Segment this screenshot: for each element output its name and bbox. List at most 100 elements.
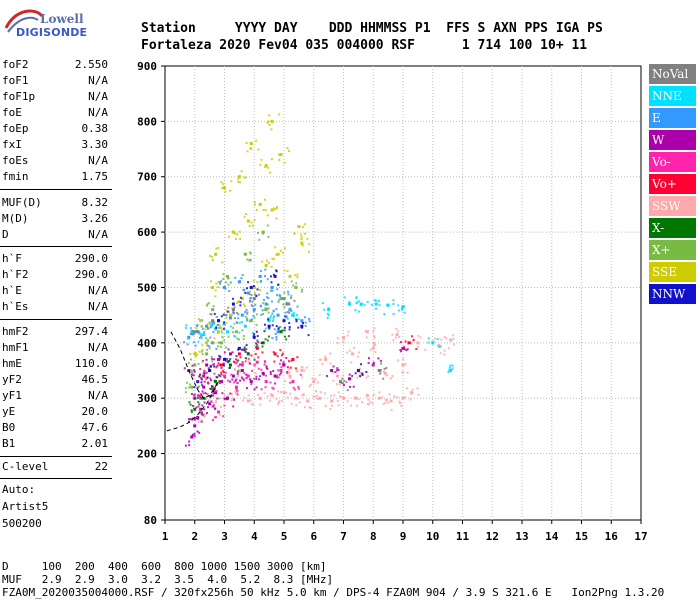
echo-pixel	[285, 357, 288, 360]
echo-pixel	[219, 282, 222, 285]
legend-item-e: E	[649, 108, 696, 128]
echo-pixel	[391, 333, 394, 336]
data-point-ssw	[359, 371, 363, 375]
echo-pixel	[190, 411, 193, 414]
echo-pixel	[381, 396, 384, 399]
echo-pixel	[209, 387, 212, 390]
echo-pixel	[264, 198, 267, 201]
echo-pixel	[255, 330, 258, 333]
echo-pixel	[297, 326, 300, 329]
echo-pixel	[390, 408, 393, 411]
echo-pixel	[236, 372, 239, 375]
echo-pixel	[295, 404, 298, 407]
data-point-nnw	[252, 335, 256, 339]
param-label: foEp	[2, 122, 29, 135]
echo-pixel	[415, 347, 418, 350]
echo-pixel	[406, 348, 409, 351]
echo-pixel	[209, 379, 212, 382]
data-point-nne	[374, 302, 378, 306]
echo-pixel	[237, 317, 240, 320]
data-point-ssw	[437, 344, 441, 348]
echo-pixel	[217, 341, 220, 344]
echo-pixel	[341, 377, 344, 380]
echo-pixel	[212, 392, 215, 395]
echo-pixel	[228, 367, 231, 370]
echo-pixel	[346, 389, 349, 392]
echo-pixel	[365, 370, 368, 373]
echo-pixel	[315, 390, 318, 393]
echo-pixel	[230, 393, 233, 396]
echo-pixel	[400, 307, 403, 310]
echo-pixel	[432, 340, 435, 343]
data-point-w	[273, 374, 277, 378]
echo-pixel	[309, 383, 312, 386]
echo-pixel	[365, 376, 368, 379]
echo-pixel	[275, 253, 278, 256]
echo-pixel	[229, 325, 232, 328]
echo-pixel	[197, 405, 200, 408]
echo-pixel	[253, 316, 256, 319]
echo-pixel	[217, 280, 220, 283]
echo-pixel	[231, 378, 234, 381]
data-point-ssw	[342, 396, 345, 400]
echo-pixel	[266, 292, 269, 295]
digisonde-logo-swoosh-icon	[4, 9, 44, 33]
echo-pixel	[269, 373, 272, 376]
echo-pixel	[245, 348, 248, 351]
data-point-vo	[217, 410, 221, 414]
echo-pixel	[397, 359, 400, 362]
echo-pixel	[297, 385, 300, 388]
echo-pixel	[253, 218, 256, 221]
data-point-vo	[234, 385, 238, 389]
echo-pixel	[253, 388, 256, 391]
echo-pixel	[227, 361, 230, 364]
x-tick-label: 4	[251, 530, 258, 543]
echo-pixel	[448, 368, 451, 371]
echo-pixel	[286, 370, 289, 373]
echo-pixel	[196, 397, 199, 400]
echo-pixel	[303, 369, 306, 372]
data-point-x	[261, 341, 265, 345]
echo-pixel	[201, 360, 204, 363]
echo-pixel	[214, 289, 217, 292]
echo-pixel	[296, 276, 299, 279]
data-point-x	[205, 352, 209, 356]
echo-pixel	[267, 166, 270, 169]
echo-pixel	[245, 141, 248, 144]
echo-pixel	[278, 373, 281, 376]
echo-pixel	[385, 366, 388, 369]
data-point-nnw	[223, 357, 226, 361]
echo-pixel	[251, 305, 254, 308]
data-point-sse	[264, 263, 268, 267]
legend-item-vo: Vo+	[649, 174, 696, 194]
echo-pixel	[275, 294, 278, 297]
x-tick-label: 15	[575, 530, 588, 543]
echo-pixel	[287, 290, 290, 293]
echo-pixel	[298, 401, 301, 404]
legend-item-sse: SSE	[649, 262, 696, 282]
echo-pixel	[280, 372, 283, 375]
echo-pixel	[241, 361, 244, 364]
echo-pixel	[220, 373, 223, 376]
param-row-d: D N/A	[2, 228, 110, 244]
data-point-x	[294, 285, 298, 289]
echo-pixel	[270, 128, 273, 131]
echo-pixel	[270, 300, 273, 303]
data-point-ssw	[365, 330, 369, 334]
echo-pixel	[244, 357, 247, 360]
param-row-foes: foEs N/A	[2, 154, 110, 170]
echo-pixel	[215, 282, 218, 285]
echo-pixel	[230, 373, 233, 376]
param-label: hmF1	[2, 341, 29, 354]
echo-pixel	[189, 403, 192, 406]
echo-pixel	[256, 281, 259, 284]
echo-pixel	[263, 363, 266, 366]
echo-pixel	[230, 399, 233, 402]
echo-pixel	[284, 335, 287, 338]
echo-pixel	[252, 377, 255, 380]
param-label: h`Es	[2, 300, 29, 313]
echo-pixel	[267, 311, 270, 314]
echo-pixel	[258, 238, 261, 241]
echo-pixel	[193, 370, 196, 373]
legend-item-w: W	[649, 130, 696, 150]
